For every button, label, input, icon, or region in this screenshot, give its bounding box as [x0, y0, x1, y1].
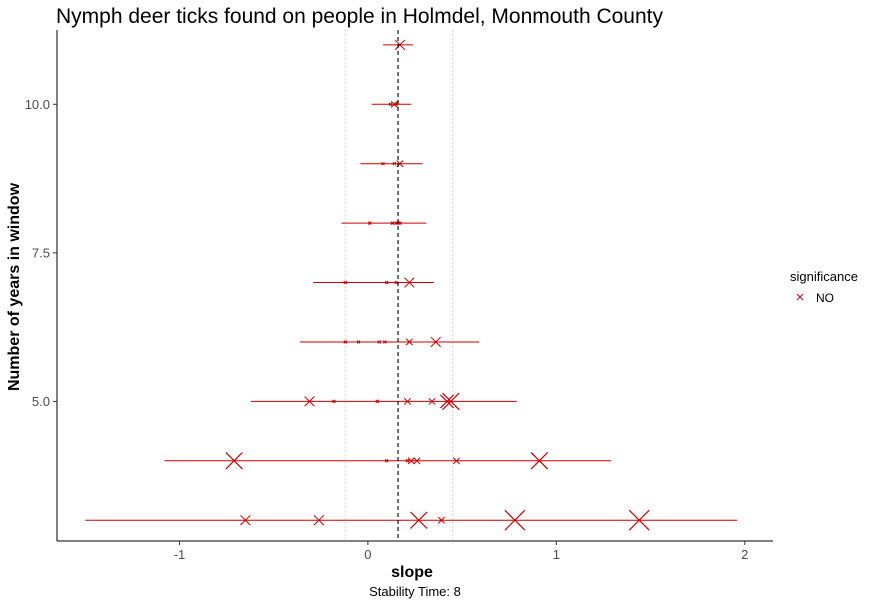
slope-point-marker: [504, 509, 526, 531]
slope-point-marker: [382, 340, 387, 344]
slope-point-marker: [413, 457, 421, 465]
plot-area: [85, 30, 738, 541]
x-tick-label: 2: [741, 547, 748, 562]
y-tick-label: 5.0: [32, 394, 50, 409]
y-axis: 5.0 7.5 10.0: [25, 30, 58, 541]
slope-point-marker: [398, 221, 402, 225]
slope-point-marker: [628, 509, 650, 531]
legend-title: significance: [790, 269, 858, 284]
legend-marker-x-icon: [796, 293, 804, 301]
window-row-9: [360, 160, 423, 168]
slope-point-marker: [225, 452, 243, 470]
slope-point-marker: [394, 39, 406, 51]
slope-point-marker: [332, 399, 336, 404]
x-axis-title: slope: [391, 564, 433, 581]
slope-point-marker: [394, 102, 399, 107]
slope-point-marker: [452, 457, 461, 465]
slope-point-marker: [530, 452, 549, 470]
slope-point-marker: [356, 340, 361, 344]
legend-x-glyph: [796, 293, 804, 301]
slope-point-marker: [375, 399, 380, 404]
slope-point-marker: [440, 394, 455, 409]
slope-point-marker: [428, 397, 436, 405]
slope-point-marker: [437, 516, 445, 524]
legend: significance NO: [790, 269, 858, 305]
slope-point-marker: [381, 161, 385, 166]
window-row-10: [371, 100, 412, 108]
slope-point-marker: [377, 340, 382, 344]
x-tick-label: -1: [174, 547, 186, 562]
slope-point-marker: [403, 397, 412, 405]
y-axis-title: Number of years in window: [6, 182, 23, 391]
slope-point-marker: [240, 514, 251, 526]
window-row-4: [164, 452, 611, 470]
window-row-8: [341, 221, 427, 225]
x-tick-label: 0: [364, 547, 371, 562]
window-row-7: [313, 277, 434, 288]
chart-caption: Stability Time: 8: [369, 584, 461, 599]
legend-label-no: NO: [816, 291, 834, 305]
x-axis: -1 0 1 2: [57, 540, 773, 562]
slope-point-marker: [304, 396, 315, 407]
slope-point-marker: [367, 221, 372, 225]
slope-point-marker: [430, 336, 441, 348]
y-tick-label: 10.0: [25, 97, 50, 112]
slope-point-marker: [343, 340, 348, 344]
window-row-3: [85, 509, 738, 531]
slope-point-marker: [313, 514, 325, 526]
slope-point-marker: [442, 392, 460, 411]
slope-point-marker: [394, 280, 399, 285]
slope-point-marker: [407, 457, 415, 465]
slope-point-marker: [405, 458, 410, 463]
slope-point-marker: [390, 100, 398, 108]
slope-point-marker: [388, 102, 393, 107]
chart-title: Nymph deer ticks found on people in Holm…: [56, 5, 663, 28]
y-tick-label: 7.5: [32, 245, 50, 260]
slope-point-marker: [390, 221, 395, 225]
window-row-6: [300, 336, 480, 348]
slope-point-marker: [410, 511, 428, 529]
window-row-5: [251, 392, 517, 411]
x-tick-label: 1: [553, 547, 560, 562]
slope-point-marker: [392, 161, 397, 166]
slope-point-marker: [404, 277, 415, 288]
slope-point-marker: [384, 458, 389, 463]
slope-point-marker: [405, 338, 413, 346]
slope-point-marker: [384, 280, 389, 285]
slope-point-marker: [343, 280, 348, 285]
